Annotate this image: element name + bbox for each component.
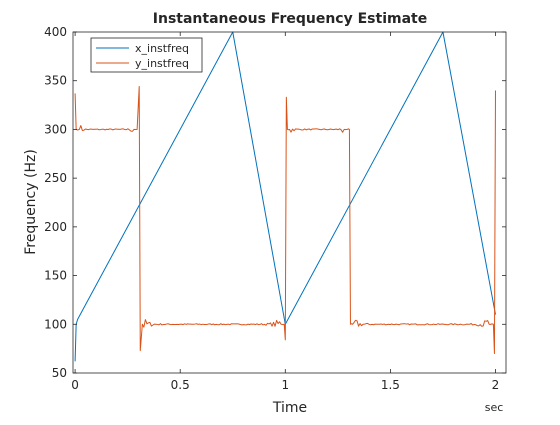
legend-label-y_instfreq: y_instfreq [135,57,189,70]
x-tick-label: 0.5 [171,378,190,392]
x-tick-label: 0 [71,378,79,392]
x-axis-label: Time [272,400,307,416]
y-tick-label: 100 [44,317,67,331]
series-y_instfreq [74,86,496,355]
legend-box [90,37,203,73]
x-axis-unit-label: sec [485,401,504,414]
legend: x_instfreq y_instfreq [90,37,203,73]
axes-box [72,31,507,374]
x-tick-label: 1.5 [381,378,400,392]
y-tick-label: 400 [44,25,67,39]
y-tick-label: 300 [44,122,67,136]
y-tick-label: 350 [44,74,67,88]
plot-area [73,31,506,373]
y-tick-label: 200 [44,220,67,234]
series-line-y_instfreq [74,86,496,355]
y-axis-label: Frequency (Hz) [23,149,39,255]
chart-title: Instantaneous Frequency Estimate [153,11,427,27]
legend-label-x_instfreq: x_instfreq [135,42,189,55]
x-tick-label: 1 [281,378,289,392]
y-tick-label: 150 [44,269,67,283]
plot-background [73,32,506,373]
y-tick-label: 250 [44,171,67,185]
y-tick-label: 50 [52,366,67,380]
x-tick-label: 2 [492,378,500,392]
